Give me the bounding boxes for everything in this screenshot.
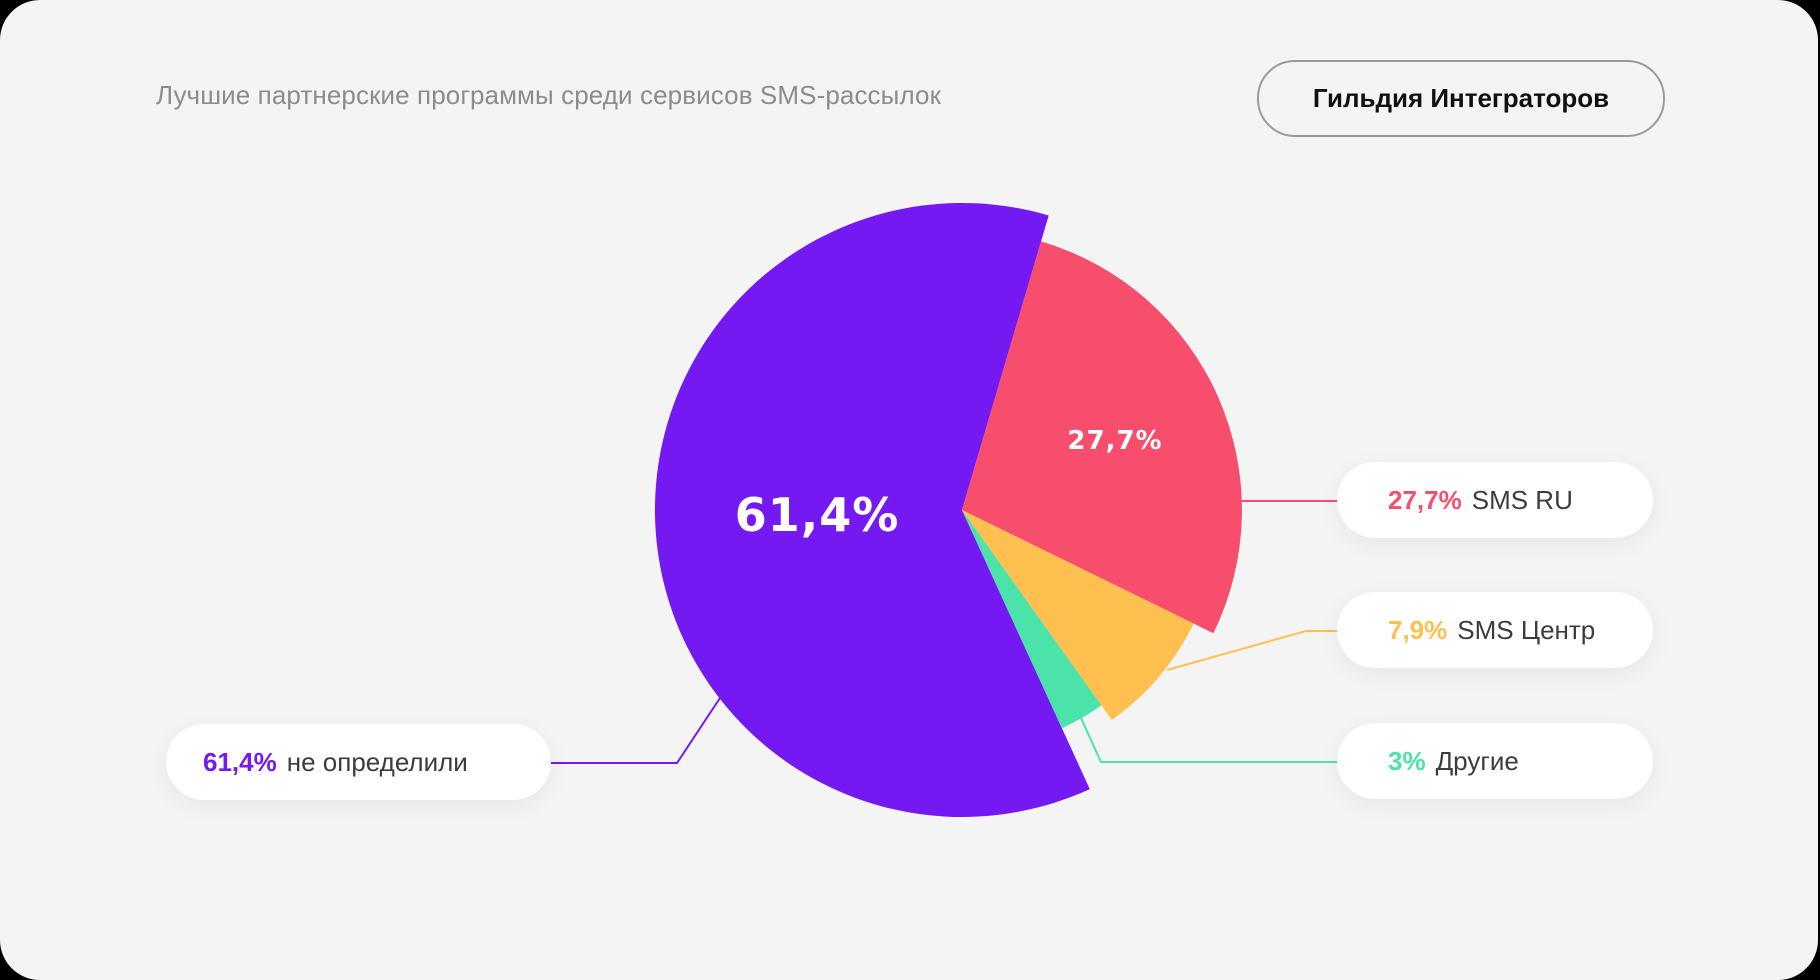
slice-sms-center[interactable] <box>962 510 1194 720</box>
leader-line-green <box>1080 717 1364 763</box>
legend-pct: 3% <box>1388 745 1426 776</box>
slice-sms-ru[interactable] <box>962 241 1242 634</box>
leader-line-yellow <box>1166 630 1364 671</box>
legend-name: Другие <box>1435 745 1519 776</box>
legend-name: SMS RU <box>1471 484 1573 515</box>
legend-pct: 7,9% <box>1388 614 1448 645</box>
legend-pct: 61,4% <box>203 746 277 777</box>
chart-title: Лучшие партнерские программы среди серви… <box>156 80 942 110</box>
brand-button[interactable]: Гильдия Интеграторов <box>1257 60 1665 137</box>
leader-line-purple <box>524 697 721 764</box>
legend-pill-sms-ru: 27,7% SMS RU <box>1337 462 1653 538</box>
legend-pill-not-determined: 61,4% не определили <box>166 724 551 800</box>
legend-name: не определили <box>286 746 468 777</box>
legend-name: SMS Центр <box>1457 614 1596 645</box>
slice-label-purple: 61,4% <box>734 488 900 542</box>
slice-label-red: 27,7% <box>1067 426 1163 456</box>
legend-pct: 27,7% <box>1388 484 1462 515</box>
slice-others[interactable] <box>962 510 1102 729</box>
legend-pill-others: 3% Другие <box>1337 723 1653 799</box>
slice-not-determined[interactable] <box>654 202 1090 817</box>
legend-pill-sms-center: 7,9% SMS Центр <box>1337 592 1653 668</box>
